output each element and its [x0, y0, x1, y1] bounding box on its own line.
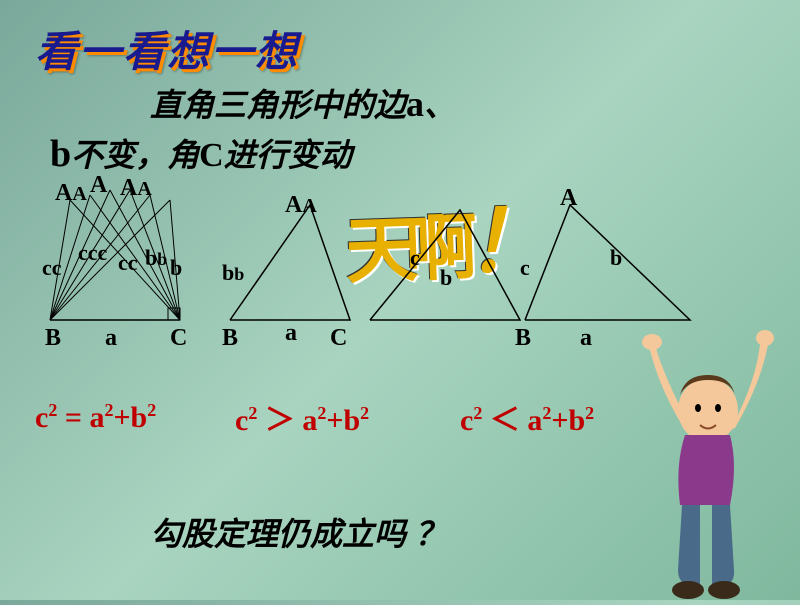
label-c3: c [410, 245, 420, 271]
var-a: a [406, 84, 424, 124]
cartoon-figure [630, 320, 790, 600]
eq2-c: c [235, 404, 248, 437]
equation-3: c2 ＜ a2+b2 [460, 395, 594, 439]
eq2-b: b [343, 404, 360, 437]
label-b4: b [610, 245, 622, 271]
eq3-sup2: 2 [542, 403, 551, 423]
line1-post: 、 [424, 87, 456, 123]
eq2-sup2: 2 [317, 403, 326, 423]
label-cc: cc [42, 255, 62, 281]
eq3-sup1: 2 [473, 403, 482, 423]
label-cc2: cc [118, 250, 138, 276]
label-a4: a [580, 325, 592, 352]
label-B2: B [222, 325, 238, 352]
label-bb-t2: bb [222, 260, 244, 286]
equation-2: c2 ＞ a2+b2 [235, 395, 369, 439]
text-line-1: 直角三角形中的边a、 [150, 80, 456, 126]
line1-pre: 直角三角形中的边 [150, 87, 406, 123]
label-A4: A [560, 185, 577, 212]
text-line-2: b不变，角C进行变动 [50, 130, 352, 176]
eq3-c: c [460, 404, 473, 437]
eq2-a: a [302, 404, 317, 437]
eq3-plus: + [551, 404, 568, 437]
eq1-c: c [35, 401, 48, 434]
eq1-op: = [57, 401, 89, 434]
label-A2: A [90, 172, 107, 199]
eq3-op: ＜ [482, 404, 527, 437]
eq3-b: b [568, 404, 585, 437]
label-B4: B [515, 325, 531, 352]
eq3-a: a [527, 404, 542, 437]
label-c4: c [520, 255, 530, 281]
label-C2: C [330, 325, 347, 352]
eq1-sup1: 2 [48, 400, 57, 420]
equation-1: c2 = a2+b2 [35, 400, 156, 435]
line2-post: 进行变动 [224, 137, 352, 173]
var-b: b [50, 133, 71, 175]
label-C1: C [170, 325, 187, 352]
eq2-plus: + [326, 404, 343, 437]
line2-mid: 不变，角 [71, 137, 199, 173]
label-bb: bb [145, 245, 167, 271]
eq1-plus: + [113, 401, 130, 434]
label-b3: b [440, 265, 452, 291]
label-ccc: ccc [78, 240, 107, 266]
eq2-sup1: 2 [248, 403, 257, 423]
eq1-a: a [89, 401, 104, 434]
var-c-angle: C [199, 137, 224, 174]
slide-root: 看一看想一想 直角三角形中的边a、 b不变，角C进行变动 天啊！ AA A AA… [0, 0, 800, 600]
label-A1: AA [55, 180, 87, 207]
eq3-sup3: 2 [585, 403, 594, 423]
eq1-b: b [131, 401, 148, 434]
label-a1: a [105, 325, 117, 352]
label-A-t2a: AA [285, 192, 317, 219]
bottom-question: 勾股定理仍成立吗 ？ [150, 509, 447, 555]
eq2-sup3: 2 [360, 403, 369, 423]
slide-title: 看一看想一想 [35, 18, 299, 79]
label-A3: AA [120, 175, 152, 202]
eq2-op: ＞ [257, 404, 302, 437]
label-a2: a [285, 320, 297, 347]
eq1-sup3: 2 [147, 400, 156, 420]
label-bb2: b [170, 255, 182, 281]
label-B1: B [45, 325, 61, 352]
